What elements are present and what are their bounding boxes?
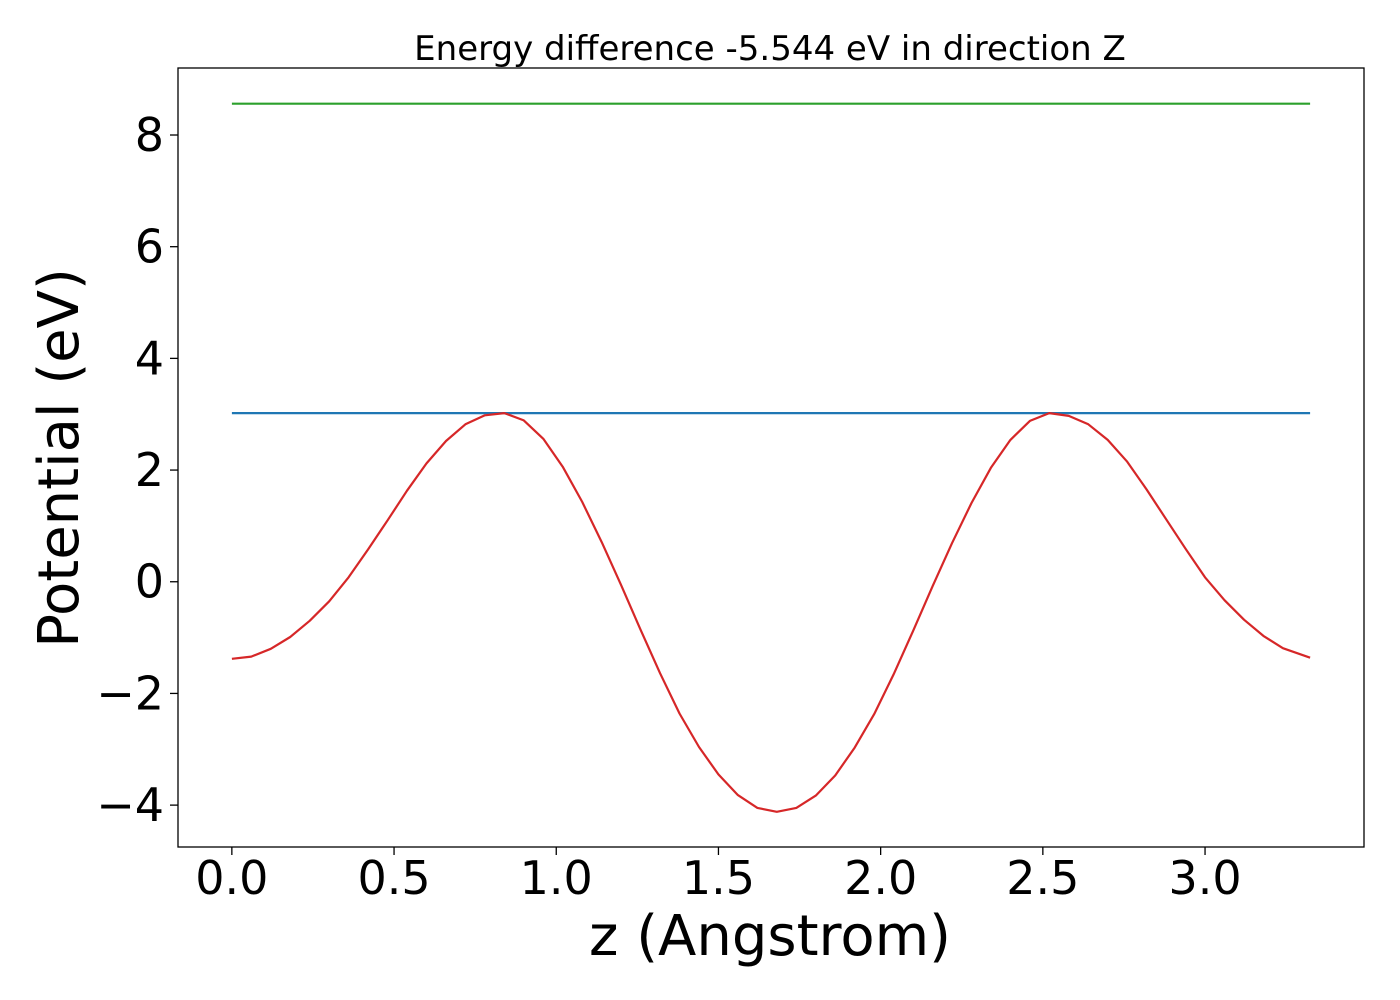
x-tick-label: 1.5 (682, 851, 755, 905)
red-potential-curve (231, 412, 1311, 813)
plot-area-frame (177, 67, 1365, 848)
x-tick-label: 0.5 (357, 851, 430, 905)
x-tick-label: 2.5 (1006, 851, 1079, 905)
x-axis-ticks: 0.0 0.5 1.0 1.5 2.0 2.5 3.0 (195, 847, 1242, 905)
y-axis-ticks: −4 −2 0 2 4 6 8 (96, 108, 178, 832)
y-tick-label: 2 (135, 443, 164, 497)
x-tick-label: 2.0 (844, 851, 917, 905)
x-axis-label: z (Angstrom) (589, 904, 951, 969)
chart-title: Energy difference -5.544 eV in direction… (414, 29, 1126, 69)
y-tick-label: 0 (135, 555, 164, 609)
series-layer (231, 102, 1311, 813)
x-tick-label: 1.0 (520, 851, 593, 905)
y-tick-label: −2 (96, 666, 164, 720)
x-tick-label: 0.0 (195, 851, 268, 905)
y-axis-label: Potential (eV) (27, 268, 92, 648)
y-tick-label: 6 (135, 220, 164, 274)
x-tick-label: 3.0 (1168, 851, 1241, 905)
y-tick-label: 4 (135, 331, 164, 385)
y-tick-label: −4 (96, 778, 164, 832)
y-tick-label: 8 (135, 108, 164, 162)
